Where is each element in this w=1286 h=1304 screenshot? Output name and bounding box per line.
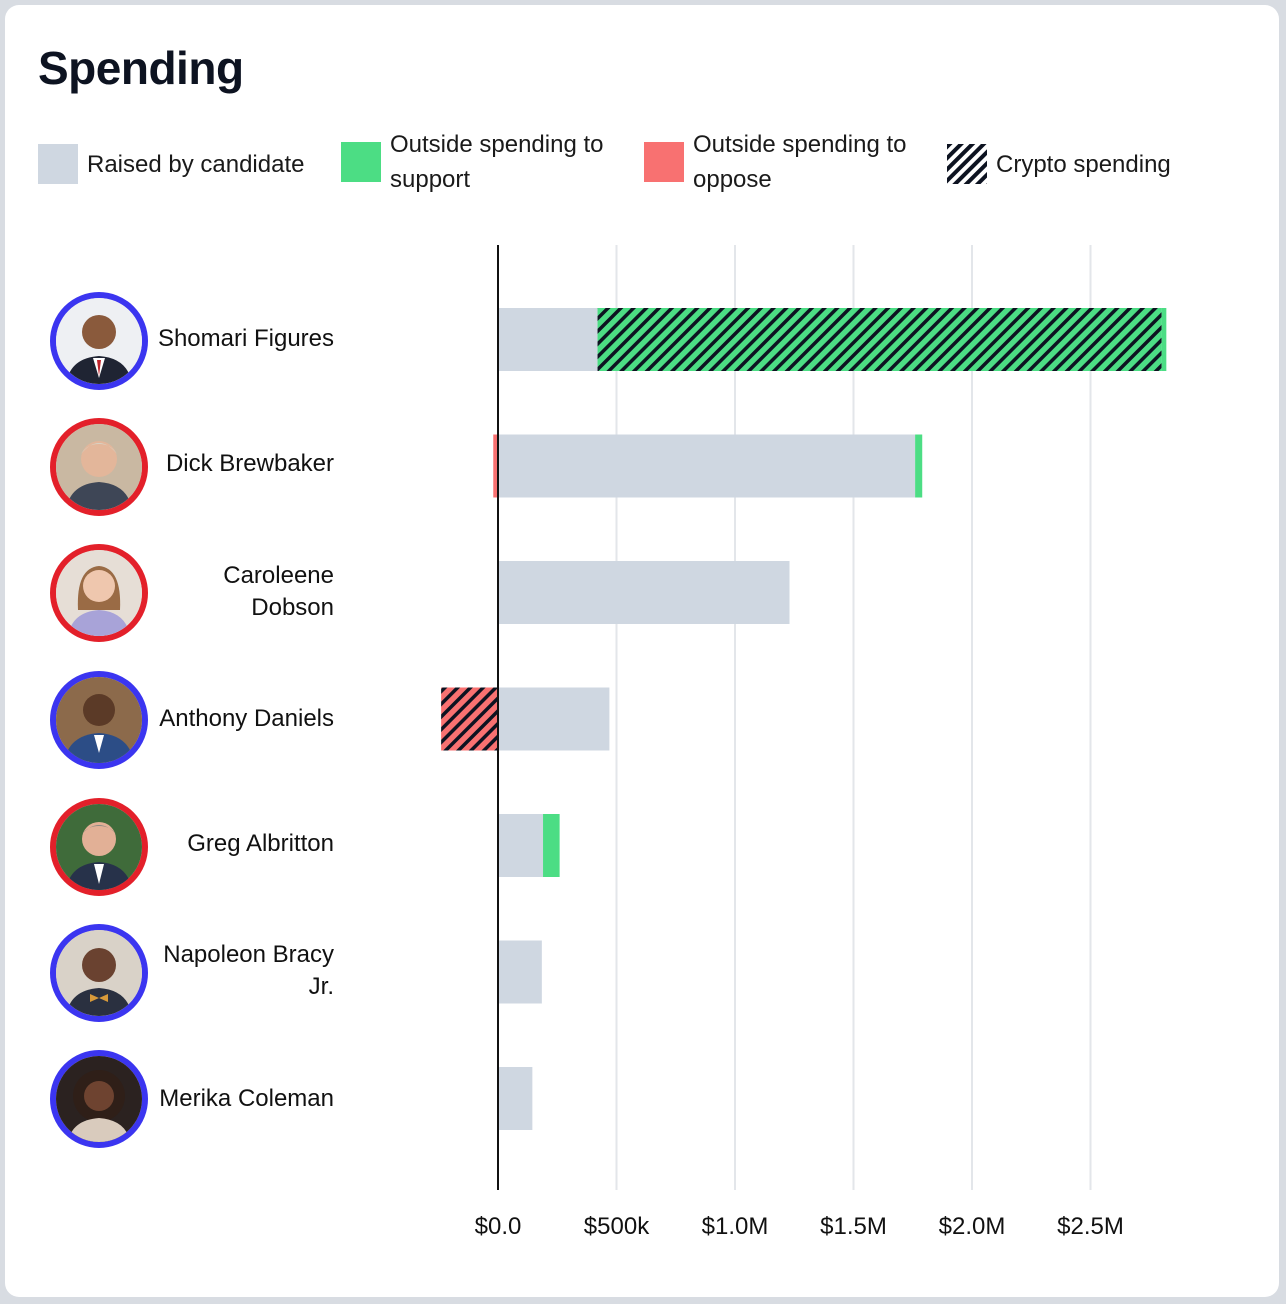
legend-label-support: Outside spending to support <box>390 131 604 193</box>
bar-raised <box>498 687 610 751</box>
bar-raised <box>498 940 542 1004</box>
grid-layer <box>615 245 1092 1190</box>
legend-label-raised: Raised by candidate <box>87 150 305 178</box>
legend-item-oppose: Outside spending to oppose <box>644 127 914 197</box>
bar-support <box>1161 308 1167 371</box>
x-tick-label: $2.5M <box>1057 1213 1124 1240</box>
bar-support <box>915 434 923 498</box>
hatch-icon <box>947 144 987 184</box>
bar-raised <box>498 434 916 498</box>
legend-swatch-support <box>341 142 381 182</box>
legend-swatch-raised <box>38 144 78 184</box>
spending-card: Spending Raised by candidate Outside spe… <box>5 5 1279 1297</box>
bar-support <box>543 814 560 877</box>
avatar <box>50 1050 148 1148</box>
bar-raised <box>498 814 544 877</box>
person-icon <box>56 930 142 1016</box>
page-title: Spending <box>38 42 244 94</box>
x-tick-label: $1.5M <box>820 1213 887 1240</box>
candidate-label: Anthony Daniels <box>159 705 334 732</box>
candidate-label: Caroleene Dobson <box>223 562 334 621</box>
avatar <box>50 418 148 516</box>
legend-swatch-oppose <box>644 142 684 182</box>
candidate-label: Shomari Figures <box>157 325 334 352</box>
avatar <box>50 671 148 769</box>
avatar <box>50 292 148 390</box>
bar-support-crypto <box>597 308 1162 371</box>
x-tick-label: $0.0 <box>475 1213 522 1240</box>
candidate-label: Greg Albritton <box>187 830 334 857</box>
candidate-label: Merika Coleman <box>159 1085 334 1112</box>
bar-oppose <box>493 434 498 498</box>
bar-raised <box>498 308 598 371</box>
x-tick-label: $2.0M <box>939 1213 1006 1240</box>
avatar <box>50 544 148 642</box>
person-icon <box>56 804 142 890</box>
legend-item-raised: Raised by candidate <box>38 144 304 184</box>
bars-layer <box>441 308 1167 1130</box>
person-icon <box>56 677 142 763</box>
person-icon <box>56 1056 142 1142</box>
bar-oppose-crypto <box>441 687 498 751</box>
legend-label-crypto: Crypto spending <box>996 150 1171 178</box>
person-icon <box>56 298 142 384</box>
axis-layer: $0.0 $500k $1.0M $1.5M $2.0M $2.5M <box>475 245 1124 1240</box>
x-tick-label: $1.0M <box>702 1213 769 1240</box>
spending-chart: $0.0 $500k $1.0M $1.5M $2.0M $2.5M <box>441 245 1167 1240</box>
legend-item-crypto: Crypto spending <box>947 144 1171 184</box>
candidate-label: Dick Brewbaker <box>165 450 334 477</box>
bar-raised <box>498 1067 533 1130</box>
person-icon <box>56 550 142 636</box>
bar-raised <box>498 561 790 624</box>
avatar <box>50 924 148 1022</box>
avatar <box>50 798 148 896</box>
candidate-label: Napoleon Bracy Jr. <box>163 941 334 1000</box>
legend-item-support: Outside spending to support <box>341 127 611 197</box>
legend-label-oppose: Outside spending to oppose <box>693 131 907 193</box>
x-tick-label: $500k <box>584 1213 650 1240</box>
person-icon <box>56 424 142 510</box>
